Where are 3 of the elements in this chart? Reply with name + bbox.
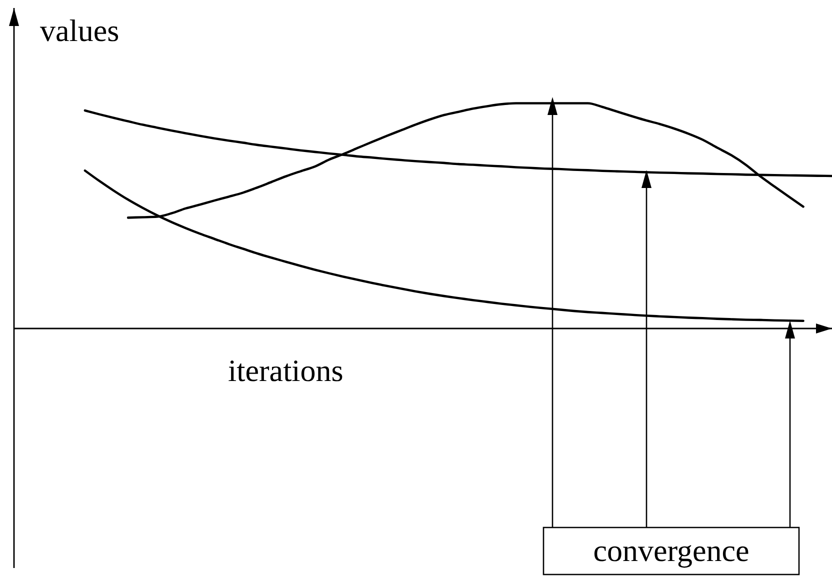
y-axis-title: values <box>40 13 120 48</box>
x-axis-title: iterations <box>228 353 344 388</box>
text: convergence <box>593 533 750 568</box>
